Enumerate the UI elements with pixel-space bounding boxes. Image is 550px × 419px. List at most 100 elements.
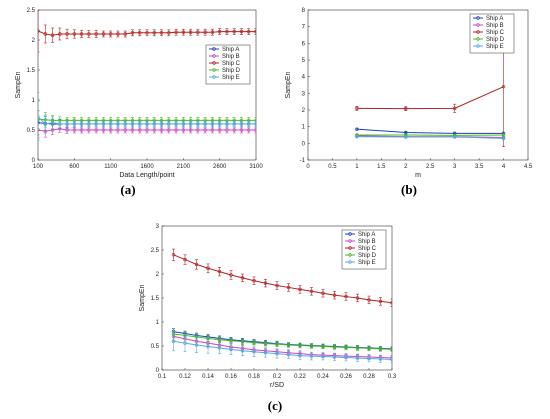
data-point	[332, 355, 337, 359]
legend-marker	[348, 260, 352, 264]
series-line	[173, 335, 392, 359]
series-ship-e	[355, 134, 506, 141]
data-point	[94, 122, 98, 126]
data-point	[239, 122, 244, 126]
data-point	[355, 134, 359, 139]
series-ship-d	[171, 329, 392, 353]
data-point	[145, 31, 149, 35]
data-point	[116, 32, 120, 36]
x-tick-label: 3	[453, 164, 457, 170]
data-point	[101, 128, 106, 132]
data-point	[65, 32, 69, 36]
data-point	[145, 128, 149, 132]
data-point	[217, 269, 222, 274]
y-tick-label: 1.5	[27, 68, 36, 74]
data-point	[344, 345, 348, 350]
data-point	[210, 122, 215, 126]
y-tick-label: 2.5	[27, 8, 36, 14]
data-point	[203, 128, 207, 132]
data-point	[181, 128, 186, 132]
data-point	[87, 122, 91, 126]
data-point	[159, 128, 164, 132]
data-point	[65, 128, 69, 132]
data-point	[194, 343, 199, 347]
data-point	[72, 128, 77, 132]
data-point	[171, 253, 176, 257]
data-point	[210, 30, 215, 34]
data-point	[355, 346, 360, 350]
data-point	[108, 32, 113, 36]
data-point	[229, 339, 233, 343]
plot-area	[171, 248, 392, 364]
y-tick-label: 0	[156, 368, 160, 374]
legend-marker	[348, 246, 352, 250]
data-point	[188, 122, 193, 126]
data-point	[355, 106, 359, 111]
data-point	[210, 128, 215, 132]
data-point	[240, 276, 245, 280]
data-point	[101, 122, 106, 126]
data-point	[174, 30, 178, 34]
data-point	[404, 135, 408, 139]
data-point	[196, 30, 200, 34]
x-tick-label: 0.1	[158, 374, 167, 380]
legend-label: Ship C	[222, 61, 241, 67]
data-point	[225, 29, 229, 34]
y-tick-label: 5	[302, 58, 306, 64]
legend-label: Ship D	[358, 253, 377, 259]
y-tick-label: 0.5	[151, 344, 160, 350]
data-point	[38, 29, 40, 33]
x-tick-label: 1600	[140, 164, 154, 170]
data-point	[225, 128, 229, 132]
data-point	[378, 347, 383, 351]
x-tick-label: 0.12	[179, 374, 191, 380]
data-point	[390, 356, 392, 360]
data-point	[72, 122, 77, 126]
data-point	[404, 106, 408, 111]
data-point	[38, 115, 40, 119]
series-line	[356, 136, 504, 139]
data-point	[452, 135, 457, 139]
y-tick-label: 1.5	[151, 296, 160, 302]
data-point	[206, 344, 210, 349]
series-line	[173, 254, 392, 304]
x-tick-label: 3.5	[475, 164, 484, 170]
x-tick-label: 0.24	[317, 374, 329, 380]
data-point	[87, 128, 91, 132]
data-point	[367, 356, 371, 361]
legend-marker	[348, 253, 352, 257]
data-point	[181, 122, 186, 126]
data-point	[138, 128, 142, 132]
data-point	[225, 122, 229, 126]
data-point	[501, 133, 506, 137]
data-point	[232, 29, 236, 34]
y-tick-label: 1	[156, 320, 160, 326]
data-point	[130, 31, 135, 35]
data-point	[152, 128, 156, 132]
data-point	[217, 346, 222, 350]
x-tick-label: 1.5	[377, 164, 386, 170]
data-point	[263, 281, 268, 285]
x-tick-label: 2100	[177, 164, 191, 170]
y-tick-label: 0	[302, 141, 306, 147]
data-point	[183, 257, 187, 262]
data-point	[344, 355, 348, 360]
series-ship-c	[171, 248, 392, 307]
data-point	[43, 32, 47, 36]
series-ship-a	[355, 127, 506, 136]
data-point	[252, 279, 256, 283]
data-point	[286, 343, 291, 347]
data-point	[130, 128, 135, 132]
series-line	[356, 128, 504, 134]
data-point	[378, 299, 383, 304]
data-point	[309, 354, 314, 358]
data-point	[94, 128, 98, 132]
data-point	[355, 296, 360, 300]
data-point	[217, 128, 222, 132]
data-point	[390, 347, 392, 352]
legend-marker	[348, 232, 352, 236]
y-tick-label: 4	[302, 75, 306, 81]
data-point	[203, 122, 207, 126]
data-point	[501, 84, 506, 89]
